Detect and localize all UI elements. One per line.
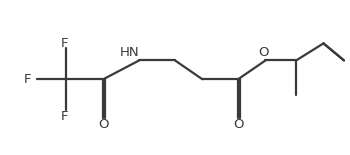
Text: F: F (23, 73, 31, 86)
Text: O: O (259, 46, 269, 59)
Text: HN: HN (120, 46, 139, 59)
Text: O: O (98, 118, 108, 131)
Text: O: O (233, 118, 243, 131)
Text: F: F (60, 110, 68, 123)
Text: F: F (60, 37, 68, 50)
